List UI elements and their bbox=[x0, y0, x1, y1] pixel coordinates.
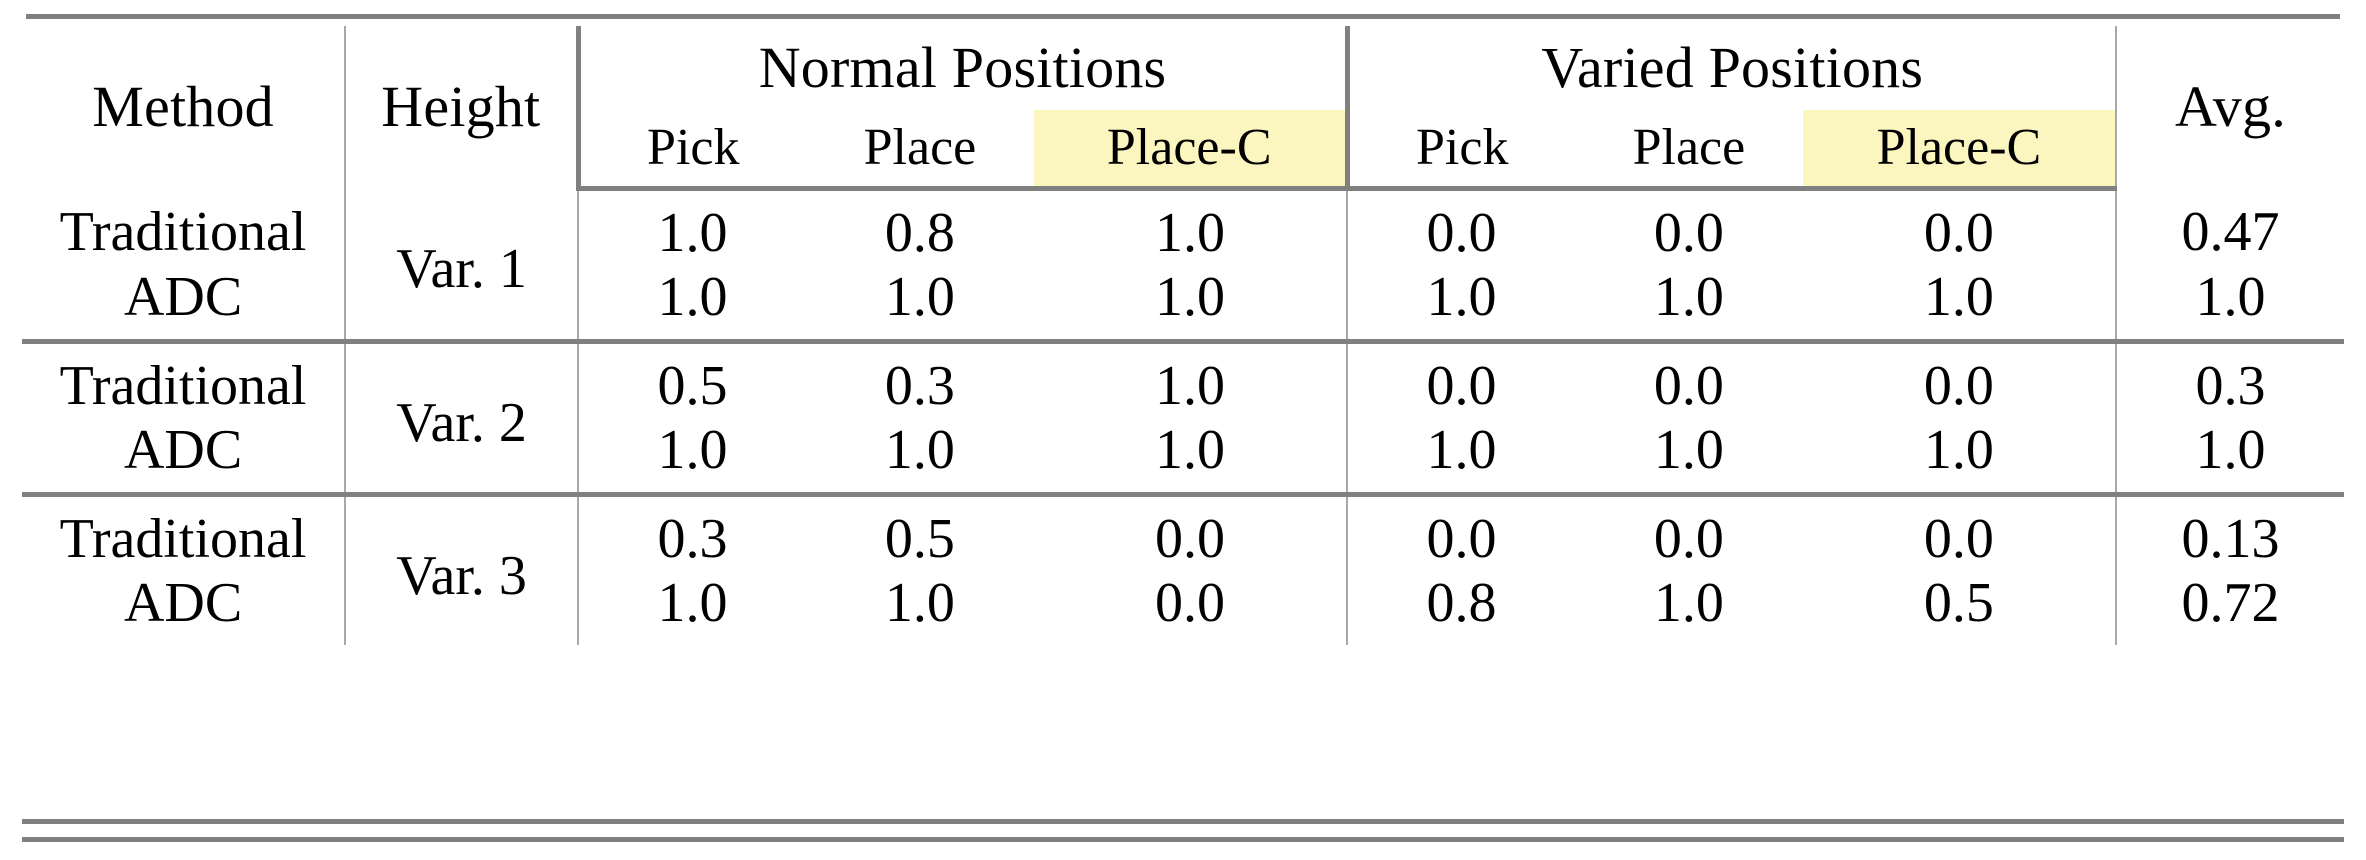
cell-method: Traditional bbox=[22, 492, 347, 571]
table-body: Traditional Var. 1 1.0 0.8 1.0 0.0 0.0 0… bbox=[22, 188, 2344, 645]
cell-height: Var. 2 bbox=[345, 339, 580, 495]
cell-varied-place: 0.0 bbox=[1574, 188, 1803, 265]
cell-varied-place-c: 0.0 bbox=[1802, 492, 2117, 571]
column-header-height: Height bbox=[345, 26, 581, 189]
cell-normal-place-c: 1.0 bbox=[1033, 418, 1349, 495]
cell-varied-pick: 0.0 bbox=[1347, 339, 1575, 418]
cell-avg: 0.72 bbox=[2115, 571, 2344, 645]
header-sub-row: Pick Place Place-C Pick Place Place-C bbox=[22, 110, 2344, 191]
results-table: Method Height Normal Positions Varied Po… bbox=[22, 26, 2344, 645]
cell-varied-place-c: 1.0 bbox=[1802, 265, 2117, 342]
cell-varied-place: 1.0 bbox=[1574, 265, 1803, 342]
cell-varied-place: 0.0 bbox=[1574, 339, 1803, 418]
cell-method: ADC bbox=[22, 571, 347, 645]
table-row: ADC 1.0 1.0 1.0 1.0 1.0 1.0 1.0 bbox=[22, 418, 2344, 495]
cell-method: Traditional bbox=[22, 188, 347, 265]
cell-normal-pick: 0.5 bbox=[578, 339, 806, 418]
cell-avg: 0.3 bbox=[2115, 339, 2344, 418]
column-group-normal-positions: Normal Positions bbox=[578, 26, 1350, 110]
subcolumn-varied-pick: Pick bbox=[1347, 110, 1575, 191]
cell-varied-place-c: 0.0 bbox=[1802, 339, 2117, 418]
cell-method: ADC bbox=[22, 265, 347, 342]
table-row: Traditional Var. 1 1.0 0.8 1.0 0.0 0.0 0… bbox=[22, 188, 2344, 342]
cell-height: Var. 3 bbox=[345, 492, 580, 645]
cell-height: Var. 1 bbox=[345, 188, 580, 342]
cell-avg: 0.13 bbox=[2115, 492, 2344, 571]
cell-varied-pick: 0.0 bbox=[1347, 188, 1575, 265]
cell-normal-place-c: 1.0 bbox=[1033, 339, 1349, 418]
cell-normal-pick: 1.0 bbox=[578, 188, 806, 265]
column-header-method: Method bbox=[22, 26, 347, 189]
cell-normal-pick: 1.0 bbox=[578, 571, 806, 645]
cell-avg: 1.0 bbox=[2115, 265, 2344, 342]
cell-normal-place: 0.3 bbox=[805, 339, 1034, 418]
cell-varied-place: 1.0 bbox=[1574, 571, 1803, 645]
table-container: Method Height Normal Positions Varied Po… bbox=[22, 26, 2344, 645]
header-group-row: Method Height Normal Positions Varied Po… bbox=[22, 26, 2344, 189]
subcolumn-normal-pick: Pick bbox=[578, 110, 806, 191]
bottom-rule-outer bbox=[22, 837, 2344, 842]
cell-normal-place: 0.8 bbox=[805, 188, 1034, 265]
cell-method: ADC bbox=[22, 418, 347, 495]
cell-normal-place: 1.0 bbox=[805, 418, 1034, 495]
subcolumn-varied-place: Place bbox=[1574, 110, 1803, 191]
cell-normal-place: 0.5 bbox=[805, 492, 1034, 571]
cell-varied-pick: 1.0 bbox=[1347, 418, 1575, 495]
table-header: Method Height Normal Positions Varied Po… bbox=[22, 26, 2344, 191]
bottom-rule-inner bbox=[22, 819, 2344, 824]
cell-varied-place: 1.0 bbox=[1574, 418, 1803, 495]
subcolumn-normal-place: Place bbox=[805, 110, 1034, 191]
cell-varied-pick: 1.0 bbox=[1347, 265, 1575, 342]
cell-varied-pick: 0.8 bbox=[1347, 571, 1575, 645]
cell-normal-pick: 0.3 bbox=[578, 492, 806, 571]
top-rule bbox=[26, 14, 2340, 19]
cell-normal-place: 1.0 bbox=[805, 571, 1034, 645]
subcolumn-normal-place-c: Place-C bbox=[1033, 110, 1350, 191]
column-header-avg: Avg. bbox=[2115, 26, 2344, 189]
cell-varied-place: 0.0 bbox=[1574, 492, 1803, 571]
cell-varied-place-c: 1.0 bbox=[1802, 418, 2117, 495]
cell-normal-place-c: 0.0 bbox=[1033, 492, 1349, 571]
column-group-varied-positions: Varied Positions bbox=[1347, 26, 2117, 110]
table-row: ADC 1.0 1.0 0.0 0.8 1.0 0.5 0.72 bbox=[22, 571, 2344, 645]
cell-normal-place-c: 0.0 bbox=[1033, 571, 1349, 645]
table-row: ADC 1.0 1.0 1.0 1.0 1.0 1.0 1.0 bbox=[22, 265, 2344, 342]
cell-varied-pick: 0.0 bbox=[1347, 492, 1575, 571]
cell-varied-place-c: 0.5 bbox=[1802, 571, 2117, 645]
subcolumn-varied-place-c: Place-C bbox=[1802, 110, 2117, 191]
table-row: Traditional Var. 2 0.5 0.3 1.0 0.0 0.0 0… bbox=[22, 339, 2344, 495]
table-row: Traditional Var. 3 0.3 0.5 0.0 0.0 0.0 0… bbox=[22, 492, 2344, 645]
cell-normal-pick: 1.0 bbox=[578, 418, 806, 495]
cell-avg: 0.47 bbox=[2115, 188, 2344, 265]
cell-avg: 1.0 bbox=[2115, 418, 2344, 495]
cell-normal-place-c: 1.0 bbox=[1033, 188, 1349, 265]
cell-normal-place-c: 1.0 bbox=[1033, 265, 1349, 342]
cell-varied-place-c: 0.0 bbox=[1802, 188, 2117, 265]
cell-method: Traditional bbox=[22, 339, 347, 418]
cell-normal-place: 1.0 bbox=[805, 265, 1034, 342]
cell-normal-pick: 1.0 bbox=[578, 265, 806, 342]
